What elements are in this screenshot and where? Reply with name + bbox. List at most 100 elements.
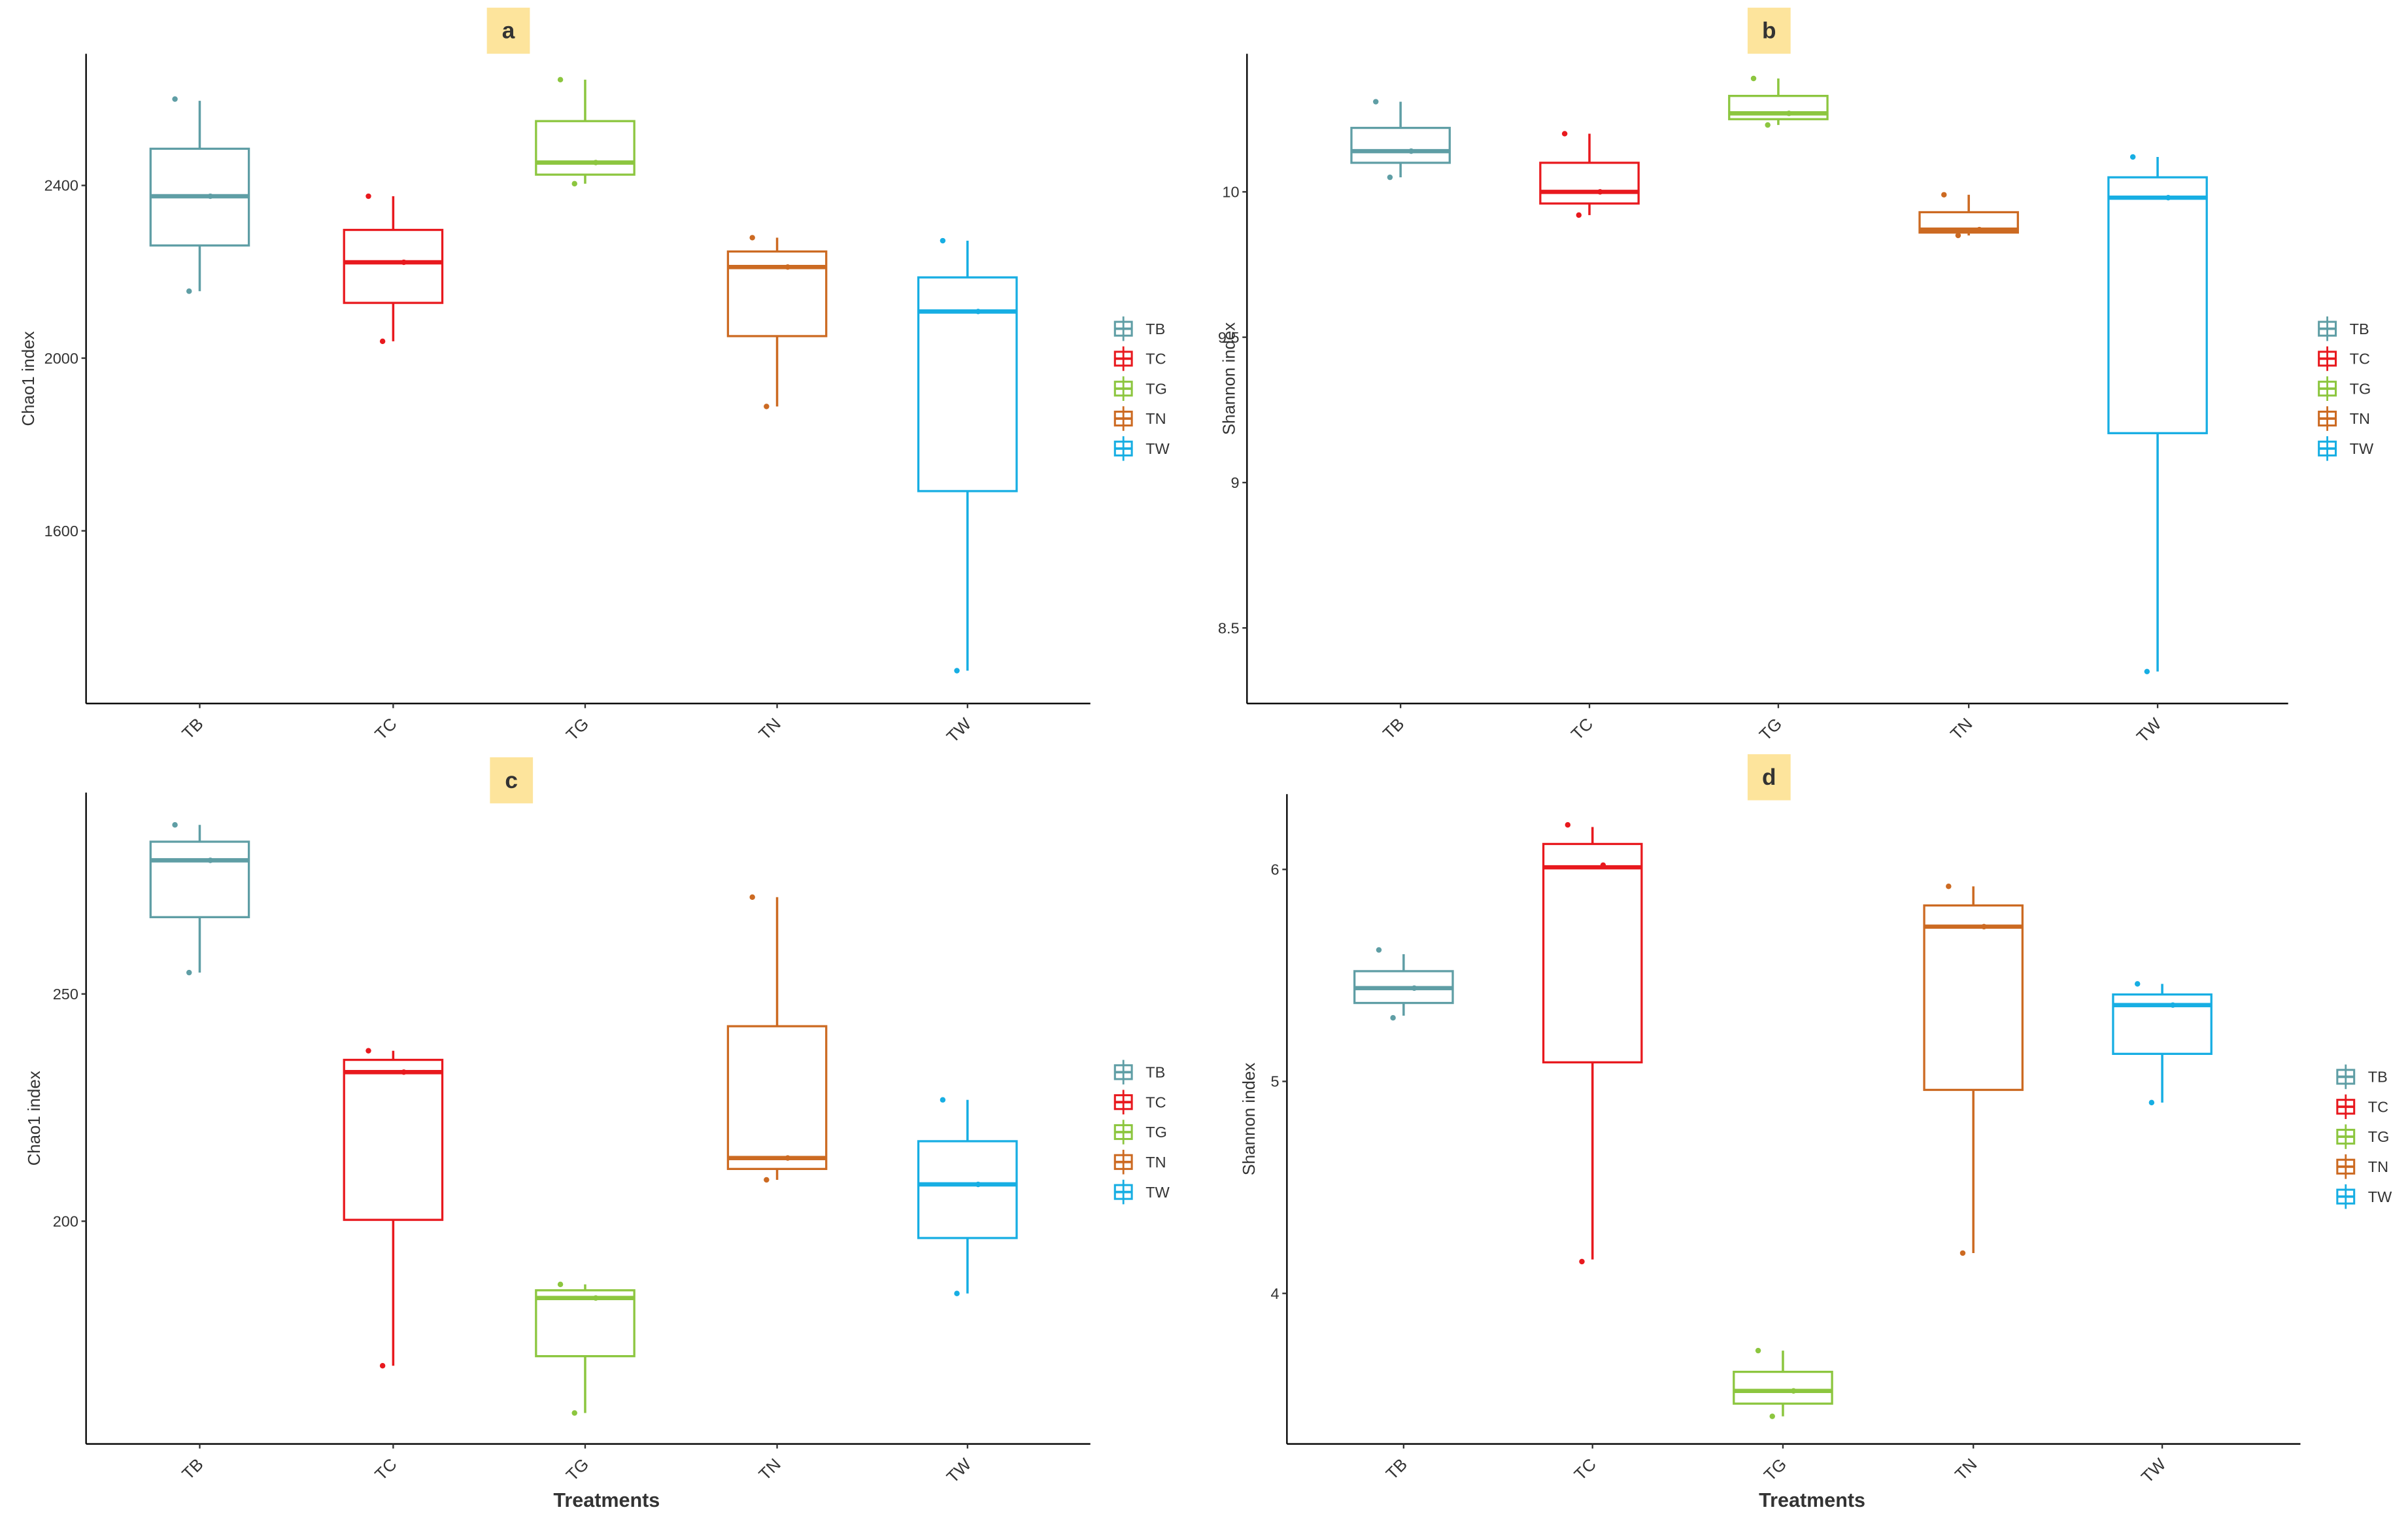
x-tick-label: TG — [563, 715, 592, 744]
x-axis-label: Treatments — [1759, 1489, 1865, 1511]
x-tick-label: TC — [1568, 715, 1597, 744]
legend-label: TC — [2350, 351, 2370, 368]
panel-label: c — [505, 768, 518, 793]
panel-label: a — [502, 18, 515, 44]
legend-label: TW — [1145, 1184, 1170, 1201]
x-tick-label: TC — [372, 715, 401, 744]
x-tick-label: TN — [756, 715, 785, 744]
panel-label-box — [486, 7, 530, 54]
data-point — [1755, 1347, 1761, 1354]
data-point — [1955, 232, 1961, 239]
y-axis-label: Chao1 index — [25, 1071, 44, 1165]
y-tick-label: 10 — [1222, 184, 1239, 201]
x-tick-label: TG — [1756, 715, 1786, 744]
x-tick-label: TN — [1952, 1455, 1980, 1484]
data-point — [749, 235, 755, 241]
x-tick-label: TG — [563, 1455, 592, 1485]
x-tick-label: TB — [1380, 715, 1408, 743]
panel-label: d — [1762, 765, 1776, 790]
data-point — [764, 404, 770, 409]
data-point — [1750, 75, 1757, 82]
box — [1733, 1370, 1833, 1405]
box — [343, 1058, 444, 1221]
legend-label: TB — [2350, 320, 2369, 337]
data-point — [379, 338, 386, 345]
y-tick-label: 9 — [1230, 474, 1239, 491]
y-tick-label: 9.5 — [1218, 329, 1240, 346]
data-point — [1769, 1413, 1775, 1419]
legend-label: TN — [1145, 1154, 1166, 1171]
box — [149, 840, 250, 918]
data-point — [207, 193, 213, 199]
legend-label: TN — [2350, 410, 2370, 427]
box — [1728, 95, 1829, 120]
data-point — [2134, 981, 2141, 987]
y-tick-label: 200 — [53, 1213, 78, 1230]
x-tick-label: TN — [756, 1455, 785, 1484]
box — [917, 1140, 1018, 1239]
panel-label-box — [490, 757, 534, 804]
box — [2107, 176, 2208, 434]
legend-label: TW — [2350, 440, 2374, 457]
data-point — [401, 1069, 407, 1075]
x-tick-label: TB — [1383, 1455, 1411, 1483]
data-point — [940, 1097, 946, 1103]
data-point — [365, 1048, 371, 1054]
legend-label: TC — [2368, 1098, 2388, 1115]
data-point — [186, 969, 192, 976]
box — [1542, 842, 1643, 1063]
data-point — [785, 1155, 791, 1161]
data-point — [1411, 985, 1417, 991]
data-point — [954, 1290, 960, 1296]
data-point — [2170, 1002, 2176, 1008]
x-tick-label: TW — [943, 1455, 975, 1487]
data-point — [571, 1410, 577, 1416]
data-point — [785, 264, 791, 270]
data-point — [1565, 822, 1571, 828]
y-axis-label: Shannon index — [1240, 1063, 1259, 1175]
legend-label: TB — [2368, 1069, 2388, 1086]
data-point — [1765, 122, 1771, 128]
x-tick-label: TC — [1571, 1455, 1600, 1484]
y-axis-label: Chao1 index — [20, 331, 38, 426]
data-point — [401, 259, 407, 266]
data-point — [1981, 923, 1987, 930]
data-point — [172, 96, 178, 102]
data-point — [764, 1177, 770, 1183]
data-point — [954, 668, 960, 674]
legend-label: TB — [1145, 1064, 1165, 1081]
data-point — [1786, 111, 1792, 116]
data-point — [172, 822, 178, 828]
data-point — [975, 309, 981, 315]
y-tick-label: 8.5 — [1218, 619, 1240, 636]
data-point — [1600, 862, 1606, 869]
data-point — [2144, 668, 2150, 675]
data-point — [571, 181, 577, 187]
panel: b 8.5 9 9.5 10 Shannon index TB TC TG TN TW TB TC TG T… — [1218, 7, 2374, 746]
data-point — [1941, 192, 1947, 198]
box — [535, 1289, 636, 1358]
data-point — [1597, 189, 1603, 195]
data-point — [1976, 226, 1982, 233]
legend-label: TN — [1145, 410, 1166, 427]
data-point — [207, 857, 213, 863]
data-point — [1576, 212, 1582, 218]
panel: d 4 5 6 Shannon index Treatments TB TC TG TN TW TB T… — [1240, 754, 2392, 1511]
data-point — [975, 1181, 981, 1188]
x-axis-label: Treatments — [553, 1489, 660, 1511]
x-tick-label: TC — [372, 1455, 401, 1484]
legend-label: TG — [2350, 380, 2371, 397]
x-tick-label: TW — [943, 715, 975, 747]
box — [2112, 993, 2213, 1055]
data-point — [940, 237, 946, 244]
box — [1918, 211, 2019, 234]
panel-label-box — [1747, 754, 1791, 801]
data-point — [592, 1295, 599, 1301]
data-point — [186, 288, 192, 294]
data-point — [557, 77, 564, 83]
data-point — [1373, 99, 1379, 105]
legend-label: TC — [1145, 1094, 1166, 1111]
y-tick-label: 1600 — [44, 523, 78, 540]
panel: c 200 250 Chao1 index Treatments TB TC TG TN TW TB… — [25, 757, 1170, 1511]
